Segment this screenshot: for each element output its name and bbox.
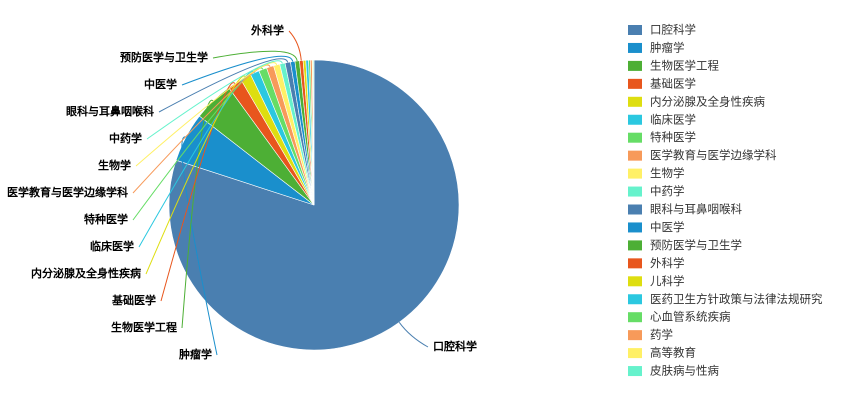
legend-swatch[interactable] — [628, 258, 642, 269]
legend-label[interactable]: 生物学 — [650, 166, 685, 180]
legend-swatch[interactable] — [628, 78, 642, 89]
leader-line — [145, 75, 247, 275]
legend-label[interactable]: 中药学 — [650, 184, 685, 198]
legend-label[interactable]: 基础医学 — [650, 76, 696, 90]
pie-slice — [312, 59, 315, 206]
leader-line — [135, 62, 278, 167]
legend-swatch[interactable] — [628, 204, 642, 215]
legend-label[interactable]: 眼科与耳鼻咽喉科 — [650, 202, 742, 216]
legend-swatch[interactable] — [628, 132, 642, 143]
legend-swatch[interactable] — [628, 312, 642, 323]
legend-swatch[interactable] — [628, 186, 642, 197]
leader-line — [181, 99, 214, 329]
legend-label[interactable]: 临床医学 — [650, 112, 696, 126]
legend-label[interactable]: 特种医学 — [650, 130, 696, 144]
slice-label: 基础医学 — [111, 293, 156, 307]
legend-swatch[interactable] — [628, 96, 642, 107]
leader-line — [138, 70, 256, 248]
legend-label[interactable]: 药学 — [650, 328, 673, 342]
slice-label: 预防医学与卫生学 — [120, 50, 208, 64]
leader-line — [288, 30, 302, 61]
legend-label[interactable]: 内分泌腺及全身性疾病 — [650, 94, 765, 108]
legend-label[interactable]: 心血管系统疾病 — [650, 310, 731, 324]
legend-label[interactable]: 肿瘤学 — [650, 40, 685, 54]
legend-swatch[interactable] — [628, 114, 642, 125]
slice-label: 外科学 — [250, 23, 284, 37]
legend-swatch[interactable] — [628, 25, 642, 35]
legend-label[interactable]: 预防医学与卫生学 — [650, 238, 742, 252]
legend-label[interactable]: 皮肤病与性病 — [650, 364, 719, 378]
slice-label: 特种医学 — [84, 212, 128, 226]
legend-label[interactable]: 外科学 — [650, 256, 685, 270]
slice-label: 生物医学工程 — [111, 320, 177, 334]
leader-line — [146, 60, 283, 140]
leader-line — [132, 64, 271, 194]
leader-line — [181, 55, 294, 86]
leader-line — [160, 82, 236, 302]
legend-label[interactable]: 儿科学 — [650, 274, 685, 288]
legend-swatch[interactable] — [628, 168, 642, 179]
slice-label: 口腔科学 — [433, 339, 477, 353]
slice-label: 眼科与耳鼻咽喉科 — [66, 104, 154, 118]
slice-label: 肿瘤学 — [179, 347, 212, 361]
legend-swatch[interactable] — [628, 348, 642, 359]
legend-swatch[interactable] — [628, 240, 642, 251]
legend-label[interactable]: 高等教育 — [650, 346, 696, 360]
leader-line — [212, 50, 298, 62]
slice-label: 生物学 — [98, 158, 131, 172]
legend-swatch[interactable] — [628, 150, 642, 161]
legend-swatch[interactable] — [628, 276, 642, 287]
legend-label[interactable]: 口腔科学 — [650, 23, 696, 37]
slice-label: 中药学 — [109, 131, 142, 145]
legend-label[interactable]: 医学教育与医学边缘学科 — [650, 148, 777, 162]
legend-swatch[interactable] — [628, 222, 642, 233]
slice-label: 中医学 — [144, 77, 177, 91]
legend-label[interactable]: 生物医学工程 — [650, 58, 719, 72]
legend-swatch[interactable] — [628, 330, 642, 341]
leader-line — [398, 322, 429, 348]
legend-swatch[interactable] — [628, 366, 642, 377]
legend-label[interactable]: 中医学 — [650, 220, 685, 234]
slice-label: 临床医学 — [90, 239, 134, 253]
slice-label: 医学教育与医学边缘学科 — [7, 185, 128, 199]
legend-swatch[interactable] — [628, 294, 642, 305]
legend-label[interactable]: 医药卫生方针政策与法律法规研究 — [650, 292, 823, 306]
legend-swatch[interactable] — [628, 60, 642, 71]
leader-line — [181, 136, 218, 356]
leader-line — [158, 58, 289, 113]
legend-swatch[interactable] — [628, 42, 642, 53]
slice-label: 内分泌腺及全身性疾病 — [31, 266, 141, 280]
